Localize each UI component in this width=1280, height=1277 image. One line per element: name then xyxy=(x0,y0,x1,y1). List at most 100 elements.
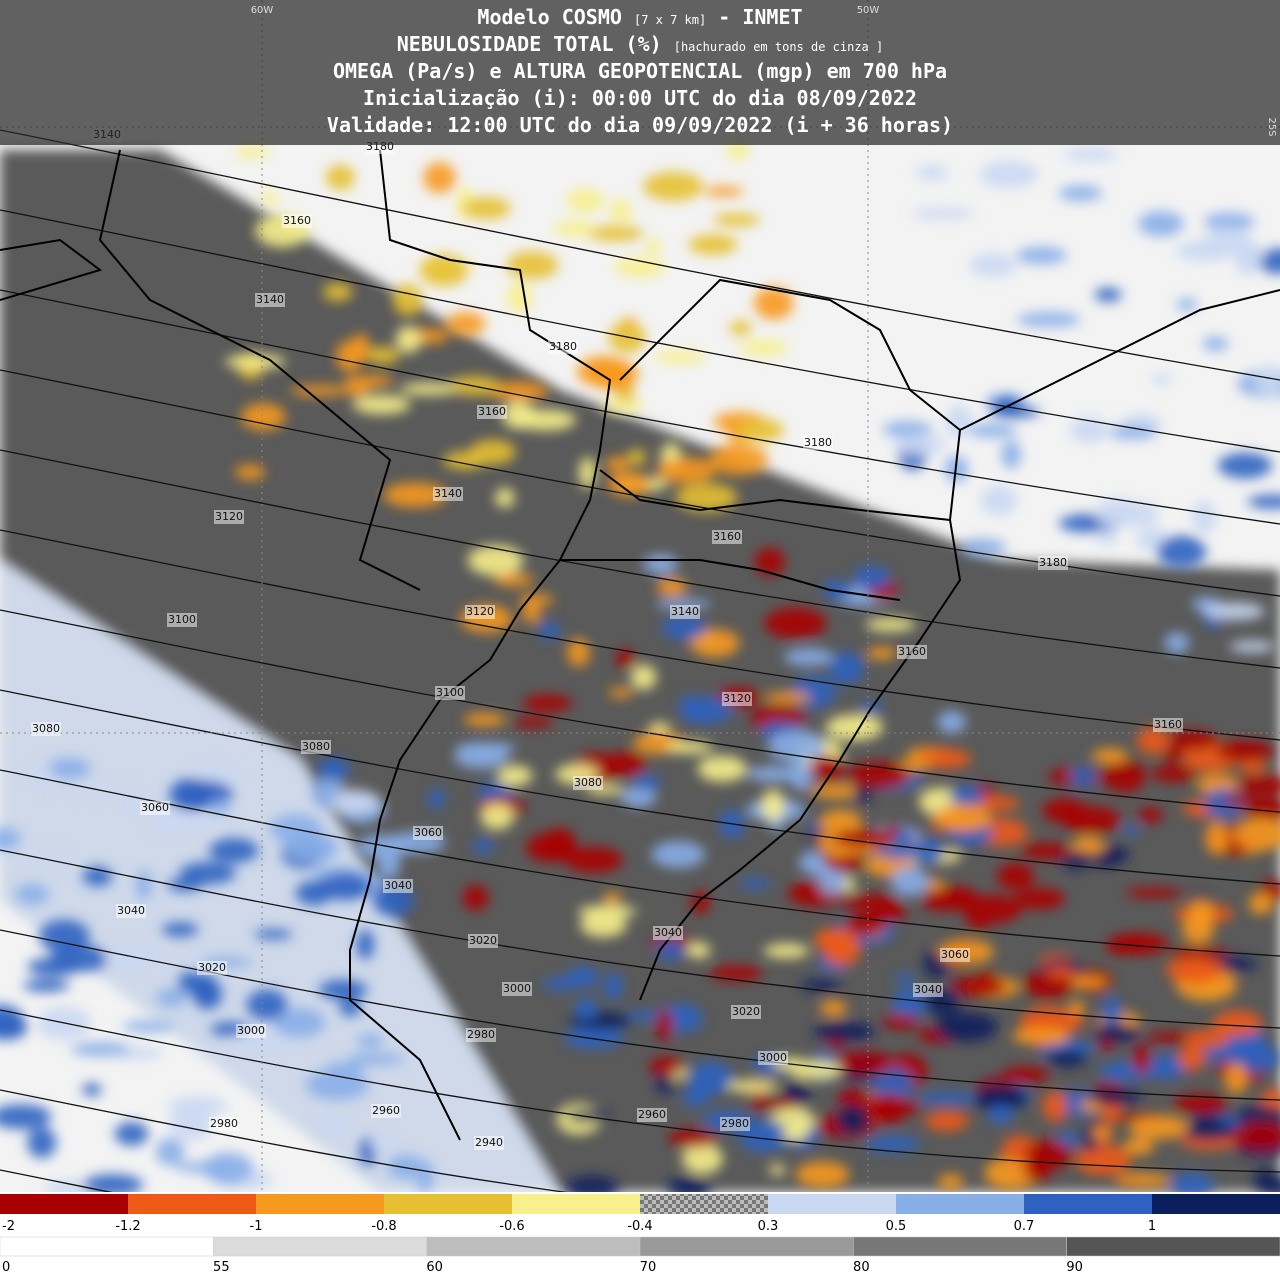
omega-blob xyxy=(224,354,286,370)
omega-blob xyxy=(392,283,423,317)
contour-label-bg xyxy=(197,961,227,975)
omega-blob xyxy=(1176,298,1198,311)
contour-label-bg xyxy=(140,801,170,815)
omega-blob xyxy=(736,418,784,443)
omega-blob xyxy=(630,664,657,690)
cloud-swatch xyxy=(1066,1236,1280,1257)
omega-blob xyxy=(789,1060,842,1080)
omega-blob xyxy=(1165,956,1225,984)
field-name: OMEGA (Pa/s) e ALTURA GEOPOTENCIAL (mgp)… xyxy=(333,59,947,83)
contour-label: 3180 xyxy=(549,340,577,353)
omega-blob xyxy=(1163,747,1185,763)
omega-blob xyxy=(872,1093,907,1125)
omega-blob xyxy=(155,1137,185,1166)
contour-label-bg xyxy=(720,1117,750,1131)
contour-label: 3060 xyxy=(414,826,442,839)
omega-blob xyxy=(739,878,771,889)
omega-blob xyxy=(891,829,914,848)
contour-label-bg xyxy=(1038,556,1068,570)
omega-blob xyxy=(512,717,554,728)
omega-blob xyxy=(567,638,590,667)
contour-label: 2980 xyxy=(467,1028,495,1041)
omega-blob xyxy=(894,973,916,984)
contour-labels: 3140 3180 3160 3140 3180 3160 3180 3140 3120 3160… xyxy=(31,128,1183,1150)
contour-label: 3020 xyxy=(732,1005,760,1018)
omega-blob xyxy=(668,1129,718,1148)
omega-blob xyxy=(1255,365,1280,397)
resolution: [7 x 7 km] xyxy=(634,13,706,27)
omega-blob xyxy=(135,870,153,900)
omega-blob xyxy=(1192,500,1217,535)
contour-label-bg xyxy=(897,645,927,659)
omega-blob xyxy=(575,997,598,1021)
omega-blob xyxy=(747,1098,799,1110)
omega-blob xyxy=(847,761,911,789)
omega-blob xyxy=(687,942,711,959)
omega-blob xyxy=(15,883,49,905)
omega-blob xyxy=(317,756,350,782)
omega-blob xyxy=(738,1119,792,1153)
grid-label: 60W xyxy=(251,5,274,16)
omega-blob xyxy=(1246,796,1280,822)
omega-blob xyxy=(1114,1173,1171,1188)
omega-blob xyxy=(240,403,286,431)
omega-blob xyxy=(518,594,555,606)
omega-blob xyxy=(150,813,213,834)
coastline xyxy=(619,278,962,1001)
omega-blob xyxy=(605,456,630,472)
omega-blob xyxy=(155,988,189,1007)
omega-blob xyxy=(754,547,785,577)
omega-blob xyxy=(648,722,671,734)
omega-blob xyxy=(400,382,459,396)
omega-swatch xyxy=(512,1194,640,1214)
contour-label: 3000 xyxy=(759,1051,787,1064)
omega-blob xyxy=(842,893,902,910)
omega-blob xyxy=(122,1020,175,1033)
contour-line xyxy=(0,129,1280,381)
contour-label: 3020 xyxy=(198,961,226,974)
omega-blob xyxy=(506,251,559,280)
omega-blob xyxy=(522,601,541,624)
omega-label: -2 xyxy=(2,1219,15,1234)
omega-blob xyxy=(865,1135,921,1153)
omega-blob xyxy=(1184,1029,1230,1048)
omega-blob xyxy=(1075,1144,1132,1176)
contour-label-bg xyxy=(803,436,833,450)
contour-label-bg xyxy=(940,948,970,962)
omega-blob xyxy=(343,375,372,397)
omega-blob xyxy=(1232,1121,1280,1151)
omega-blob xyxy=(599,400,645,413)
omega-blob xyxy=(27,957,81,977)
omega-blob xyxy=(387,1154,425,1180)
omega-blob xyxy=(1094,1023,1141,1043)
omega-blob xyxy=(419,254,468,287)
omega-blob xyxy=(739,339,788,357)
contour-label: 3160 xyxy=(713,530,741,543)
omega-blob xyxy=(1178,1122,1239,1141)
omega-blob xyxy=(322,282,353,302)
contour-line xyxy=(0,769,1280,957)
omega-blob xyxy=(1014,887,1065,910)
omega-blob xyxy=(949,785,985,808)
omega-blob xyxy=(104,946,165,967)
omega-blob xyxy=(566,966,600,988)
omega-blob xyxy=(1254,1168,1276,1193)
border xyxy=(0,238,103,301)
omega-label: -0.4 xyxy=(627,1219,652,1234)
contour-label-bg xyxy=(116,904,146,918)
omega-blob xyxy=(70,1042,131,1057)
contour-label: 3060 xyxy=(141,801,169,814)
omega-blob xyxy=(833,1051,894,1075)
omega-blob xyxy=(865,617,916,632)
omega-blob xyxy=(352,394,411,415)
omega-blob xyxy=(1063,148,1118,161)
omega-blob xyxy=(1070,416,1109,443)
omega-blob xyxy=(610,198,632,224)
omega-blob xyxy=(893,434,946,456)
omega-blob xyxy=(882,421,932,438)
omega-blob xyxy=(968,423,1018,438)
omega-blob xyxy=(1125,887,1183,899)
coastline xyxy=(959,289,1280,431)
omega-blob xyxy=(1042,798,1087,824)
omega-blob xyxy=(911,208,975,220)
